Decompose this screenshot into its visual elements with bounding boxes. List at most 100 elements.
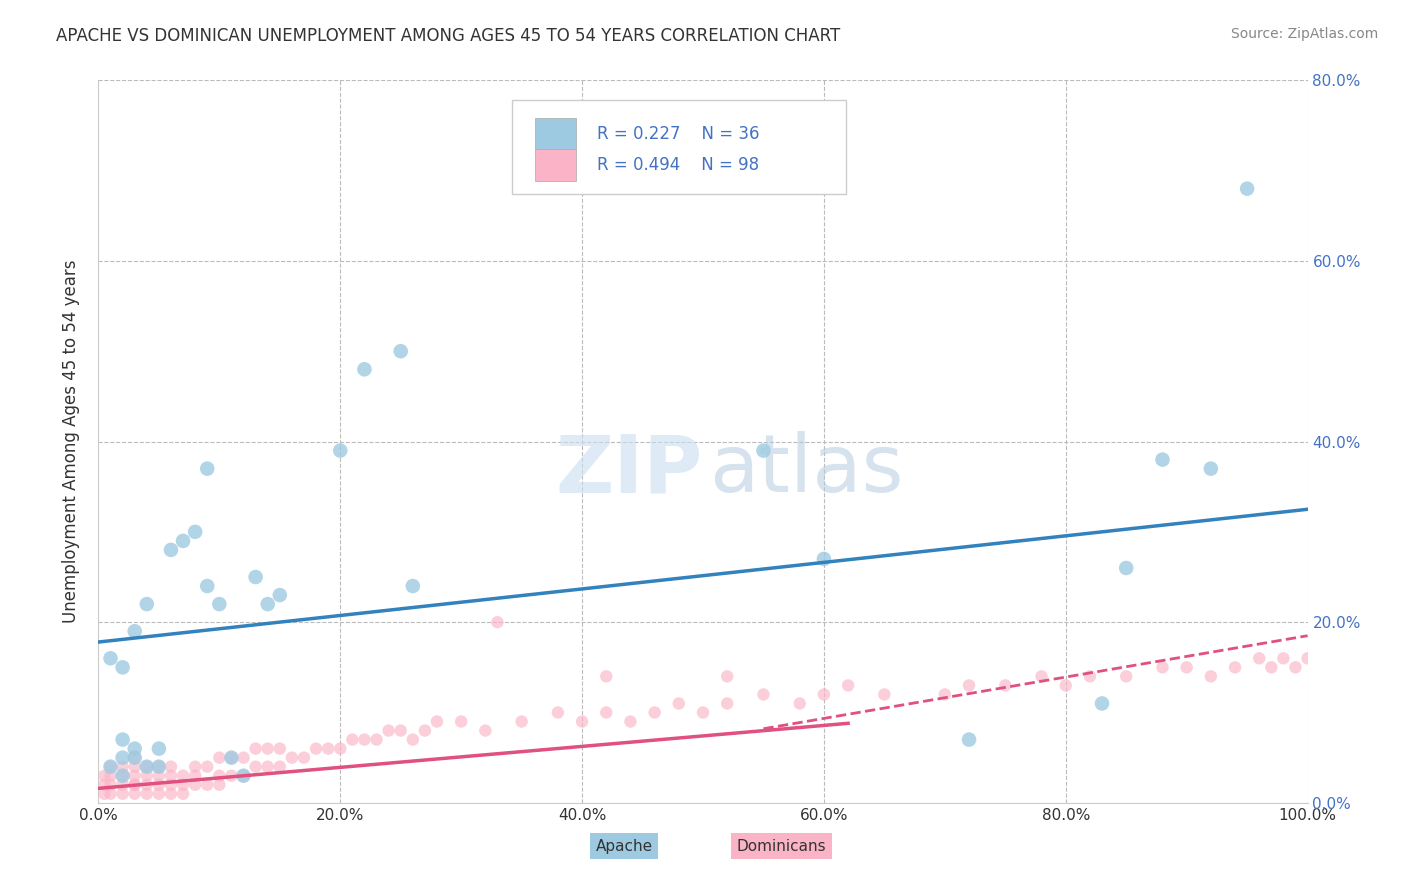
- Point: [208, 750, 231, 764]
- Point: [789, 697, 811, 711]
- Point: [716, 669, 738, 683]
- Point: [148, 741, 170, 756]
- Y-axis label: Unemployment Among Ages 45 to 54 years: Unemployment Among Ages 45 to 54 years: [62, 260, 80, 624]
- Point: [1054, 678, 1077, 692]
- Point: [111, 660, 134, 674]
- Point: [486, 615, 509, 630]
- Point: [873, 687, 896, 701]
- Point: [692, 706, 714, 720]
- Point: [269, 741, 291, 756]
- Point: [208, 597, 231, 611]
- Point: [256, 597, 278, 611]
- Point: [124, 624, 146, 639]
- Point: [148, 778, 170, 792]
- Point: [1236, 182, 1258, 196]
- Point: [668, 697, 690, 711]
- Point: [172, 533, 194, 548]
- Text: Apache: Apache: [596, 838, 652, 854]
- Point: [124, 741, 146, 756]
- Point: [353, 362, 375, 376]
- Text: ZIP: ZIP: [555, 432, 703, 509]
- Point: [957, 732, 980, 747]
- FancyBboxPatch shape: [512, 100, 845, 194]
- Point: [1091, 697, 1114, 711]
- Point: [100, 787, 122, 801]
- Point: [148, 760, 170, 774]
- Point: [100, 760, 122, 774]
- Point: [93, 769, 115, 783]
- Point: [245, 760, 267, 774]
- Point: [184, 760, 207, 774]
- Point: [124, 750, 146, 764]
- Point: [100, 778, 122, 792]
- FancyBboxPatch shape: [534, 118, 576, 150]
- Point: [124, 778, 146, 792]
- Point: [1031, 669, 1053, 683]
- Text: Dominicans: Dominicans: [737, 838, 827, 854]
- Point: [329, 443, 352, 458]
- Point: [1152, 660, 1174, 674]
- Point: [135, 787, 157, 801]
- Point: [232, 769, 254, 783]
- Point: [195, 760, 218, 774]
- Point: [195, 461, 218, 475]
- Point: [160, 778, 183, 792]
- Point: [305, 741, 328, 756]
- Point: [402, 579, 425, 593]
- Point: [135, 597, 157, 611]
- Point: [256, 741, 278, 756]
- Point: [1115, 669, 1137, 683]
- Point: [160, 760, 183, 774]
- Point: [221, 750, 243, 764]
- Text: R = 0.227    N = 36: R = 0.227 N = 36: [596, 125, 759, 143]
- Point: [245, 741, 267, 756]
- Point: [100, 769, 122, 783]
- Point: [510, 714, 533, 729]
- Point: [547, 706, 569, 720]
- Point: [135, 760, 157, 774]
- Point: [124, 769, 146, 783]
- Point: [111, 732, 134, 747]
- Point: [93, 787, 115, 801]
- Point: [402, 732, 425, 747]
- Point: [208, 778, 231, 792]
- Point: [1260, 660, 1282, 674]
- Point: [100, 760, 122, 774]
- Point: [184, 769, 207, 783]
- Point: [450, 714, 472, 729]
- Point: [208, 769, 231, 783]
- Point: [353, 732, 375, 747]
- Point: [716, 697, 738, 711]
- Point: [1272, 651, 1295, 665]
- Text: atlas: atlas: [709, 432, 904, 509]
- Point: [957, 678, 980, 692]
- Point: [111, 778, 134, 792]
- Point: [329, 741, 352, 756]
- Point: [111, 750, 134, 764]
- FancyBboxPatch shape: [534, 149, 576, 181]
- Text: Source: ZipAtlas.com: Source: ZipAtlas.com: [1230, 27, 1378, 41]
- Point: [111, 769, 134, 783]
- Point: [195, 778, 218, 792]
- Point: [148, 760, 170, 774]
- Point: [111, 760, 134, 774]
- Point: [619, 714, 641, 729]
- Point: [389, 344, 412, 359]
- Point: [813, 687, 835, 701]
- Point: [1284, 660, 1306, 674]
- Point: [135, 778, 157, 792]
- Point: [934, 687, 956, 701]
- Point: [413, 723, 436, 738]
- Point: [644, 706, 666, 720]
- Text: R = 0.494    N = 98: R = 0.494 N = 98: [596, 156, 759, 174]
- Point: [148, 769, 170, 783]
- Point: [160, 787, 183, 801]
- Point: [269, 588, 291, 602]
- Point: [124, 760, 146, 774]
- Point: [184, 524, 207, 539]
- Point: [389, 723, 412, 738]
- Point: [1078, 669, 1101, 683]
- Point: [342, 732, 364, 747]
- Point: [93, 778, 115, 792]
- Point: [426, 714, 449, 729]
